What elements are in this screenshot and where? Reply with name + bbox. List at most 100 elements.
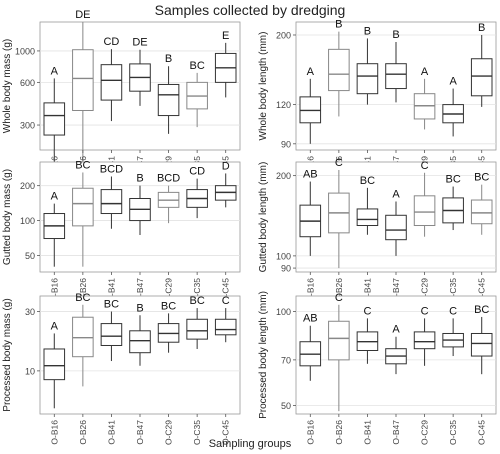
iqr-box [157, 83, 180, 117]
chart-panel-6: 50 70 100 Processed body length (mm) AB O-B16… [258, 291, 497, 445]
significance-letter: CD [189, 166, 205, 178]
y-tick-label: 100 [276, 251, 291, 261]
iqr-box [129, 330, 151, 354]
boxplot-O-B26: B [328, 19, 350, 117]
iqr-box [214, 318, 237, 336]
iqr-box [100, 64, 123, 101]
y-tick-label: 100 [20, 216, 35, 226]
iqr-box [470, 199, 493, 225]
x-tick-label: O-B26 [78, 278, 88, 303]
x-tick-label: O-C29 [420, 420, 430, 445]
significance-letter: BCD [100, 163, 123, 175]
x-tick-label: O-B41 [362, 420, 372, 445]
boxplot-O-B16: A [299, 66, 322, 144]
iqr-box [43, 102, 66, 136]
y-tick-label: 1000 [15, 46, 35, 56]
x-tick-label: O-B41 [106, 278, 116, 303]
boxplot-O-C35: BC [186, 60, 208, 128]
y-tick-label: 100 [276, 307, 291, 317]
significance-letter: C [421, 160, 429, 172]
iqr-box [385, 214, 407, 241]
boxplot-O-C45: BC [470, 304, 493, 375]
y-axis-label: Whole body length (mm) [258, 32, 269, 141]
x-tick-label: O-C45 [477, 278, 487, 303]
iqr-box [100, 189, 123, 215]
iqr-box [385, 63, 407, 90]
x-tick-label: O-B16 [305, 420, 315, 445]
boxplot-O-B47: A [385, 188, 407, 256]
boxplot-O-C29: B [157, 53, 180, 134]
x-tick-label: O-B41 [362, 278, 372, 303]
significance-letter: A [51, 320, 59, 332]
boxplot-O-B16: A [43, 320, 66, 409]
iqr-box [43, 348, 66, 381]
significance-letter: D [222, 160, 230, 172]
boxplot-O-B41: BC [356, 175, 379, 235]
y-tick-label: 90 [281, 264, 291, 274]
boxplot-O-B41: B [356, 25, 379, 105]
significance-letter: A [392, 188, 400, 200]
boxplot-O-B47: B [129, 302, 151, 366]
boxplot-O-B26: BC [72, 292, 94, 387]
significance-letter: A [421, 66, 429, 78]
y-axis-label: Whole body mass (g) [2, 39, 13, 133]
y-axis-label: Gutted body mass (g) [2, 169, 13, 265]
y-axis-label: Gutted body length (mm) [258, 162, 269, 273]
boxplot-O-C29: BCD [157, 173, 180, 224]
boxplot-O-B41: BCD [100, 163, 123, 229]
iqr-box [470, 58, 493, 97]
boxplot-O-B41: CD [100, 36, 123, 122]
boxplot-O-C35: BC [186, 295, 208, 349]
boxplot-O-C45: E [214, 30, 237, 98]
significance-letter: C [421, 305, 429, 317]
significance-letter: AB [303, 169, 318, 181]
significance-letter: C [335, 157, 343, 169]
boxplot-O-C35: C [442, 305, 464, 357]
x-tick-label: O-B47 [135, 278, 145, 303]
boxplot-O-C35: BC [442, 174, 464, 231]
significance-letter: BC [161, 300, 176, 312]
x-tick-label: O-B26 [78, 420, 88, 445]
boxplot-O-B16: AB [299, 313, 322, 381]
x-tick-label: O-C29 [420, 278, 430, 303]
significance-letter: BC [75, 159, 90, 171]
boxplot-O-B41: C [356, 305, 379, 364]
boxplot-O-B16: AB [299, 169, 322, 256]
significance-letter: B [335, 19, 342, 31]
iqr-box [328, 320, 350, 361]
significance-letter: BC [446, 174, 461, 186]
significance-letter: DE [132, 37, 147, 49]
figure-title: Samples collected by dredging [154, 2, 346, 18]
y-tick-label: 600 [20, 78, 35, 88]
significance-letter: A [307, 66, 315, 78]
x-tick-label: O-B47 [135, 420, 145, 445]
iqr-box [413, 331, 436, 350]
iqr-box [186, 318, 208, 340]
significance-letter: BC [75, 292, 90, 304]
y-tick-label: 50 [25, 251, 35, 261]
iqr-box [356, 63, 379, 95]
significance-letter: BC [360, 175, 375, 187]
x-tick-label: O-B16 [49, 420, 59, 445]
significance-letter: BC [104, 299, 119, 311]
significance-letter: C [449, 305, 457, 317]
boxplot-O-C29: A [413, 66, 436, 130]
x-tick-label: O-B47 [391, 278, 401, 303]
x-tick-label: O-C29 [164, 420, 174, 445]
significance-letter: C [335, 292, 343, 304]
significance-letter: E [222, 30, 229, 42]
significance-letter: A [51, 65, 59, 77]
iqr-box [72, 49, 94, 111]
boxplot-O-B47: A [385, 324, 407, 375]
y-tick-label: 90 [281, 139, 291, 149]
boxplot-O-C29: BC [157, 300, 180, 353]
significance-letter: B [364, 25, 371, 37]
significance-letter: BC [474, 172, 489, 184]
boxplot-O-B26: BC [72, 159, 94, 267]
boxplot-O-C35: CD [186, 166, 208, 219]
significance-letter: B [136, 173, 143, 185]
